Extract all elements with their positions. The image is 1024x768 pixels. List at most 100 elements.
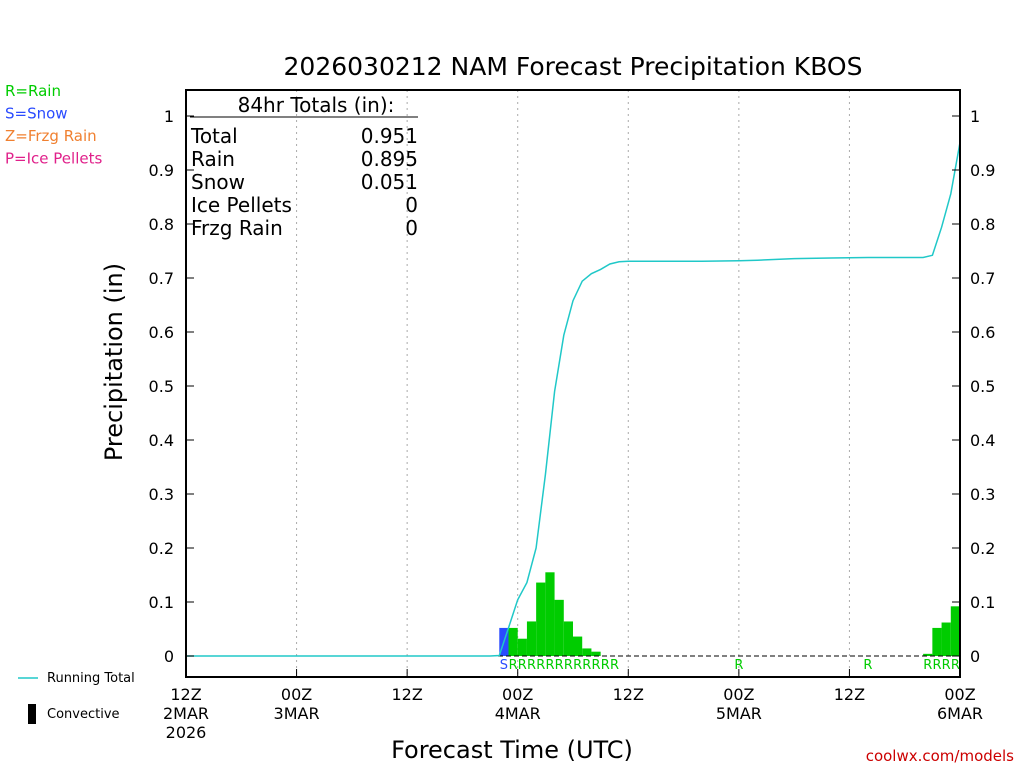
running-total-line bbox=[186, 142, 961, 657]
y-tick-label-right: 0.3 bbox=[970, 485, 995, 504]
running-total-series bbox=[186, 142, 961, 657]
ptype-marker: R bbox=[610, 658, 619, 673]
totals-label: Rain bbox=[191, 147, 235, 171]
x-tick-label: 00Z bbox=[944, 685, 975, 704]
ptype-marker: R bbox=[518, 658, 527, 673]
totals-label: Frzg Rain bbox=[191, 216, 283, 240]
x-tick-label: 4MAR bbox=[495, 704, 541, 723]
y-tick-label-left: 1 bbox=[164, 107, 174, 126]
plot-frame bbox=[185, 89, 961, 678]
totals-heading: 84hr Totals (in): bbox=[238, 93, 395, 117]
x-tick-label: 00Z bbox=[281, 685, 312, 704]
x-tick-label: 2026 bbox=[166, 723, 207, 742]
y-tick-label-left: 0.9 bbox=[149, 161, 174, 180]
x-axis-title: Forecast Time (UTC) bbox=[391, 736, 633, 764]
ptype-marker: R bbox=[536, 658, 545, 673]
totals-value: 0.895 bbox=[361, 147, 418, 171]
ptype-marker: R bbox=[592, 658, 601, 673]
ptype-marker: R bbox=[555, 658, 564, 673]
ptype-marker: R bbox=[951, 658, 960, 673]
y-axis-title: Precipitation (in) bbox=[100, 263, 128, 461]
rain-bar bbox=[563, 621, 573, 656]
totals-value: 0 bbox=[405, 193, 418, 217]
y-tick-label-left: 0 bbox=[164, 647, 174, 666]
rain-bar bbox=[536, 582, 546, 656]
x-tick-label: 6MAR bbox=[937, 704, 983, 723]
ptype-legend-item: Z=Frzg Rain bbox=[5, 127, 97, 145]
totals-label: Total bbox=[190, 124, 238, 148]
ptype-marker: R bbox=[527, 658, 536, 673]
ptype-marker: R bbox=[582, 658, 591, 673]
credit-text: coolwx.com/models bbox=[866, 747, 1014, 765]
y-tick-label-left: 0.4 bbox=[149, 431, 174, 450]
ptype-legend-item: P=Ice Pellets bbox=[5, 150, 102, 168]
y-tick-label-right: 0 bbox=[970, 647, 980, 666]
line-legend-label: Convective bbox=[47, 707, 120, 722]
y-tick-label-right: 0.1 bbox=[970, 593, 995, 612]
legend: R=Rain S=Snow Z=Frzg Rain P=Ice Pellets Runn… bbox=[5, 82, 135, 724]
totals-value: 0 bbox=[405, 216, 418, 240]
x-tick-label: 00Z bbox=[502, 685, 533, 704]
ptype-marker: R bbox=[923, 658, 932, 673]
ptype-legend-item: R=Rain bbox=[5, 82, 61, 100]
x-tick-label: 5MAR bbox=[716, 704, 762, 723]
y-tick-label-left: 0.8 bbox=[149, 215, 174, 234]
ptype-marker: S bbox=[500, 658, 508, 673]
x-tick-label: 12Z bbox=[613, 685, 644, 704]
y-tick-label-left: 0.6 bbox=[149, 323, 174, 342]
y-tick-label-right: 0.4 bbox=[970, 431, 995, 450]
y-tick-label-right: 0.8 bbox=[970, 215, 995, 234]
totals-value: 0.951 bbox=[361, 124, 418, 148]
y-tick-label-left: 0.3 bbox=[149, 485, 174, 504]
rain-bar bbox=[526, 621, 537, 656]
x-tick-label: 12Z bbox=[834, 685, 865, 704]
ptype-marker: R bbox=[601, 658, 610, 673]
rain-bar bbox=[950, 606, 960, 656]
rain-bar bbox=[508, 627, 518, 656]
y-tick-label-right: 0.2 bbox=[970, 539, 995, 558]
y-tick-label-right: 0.5 bbox=[970, 377, 995, 396]
rain-bar bbox=[554, 599, 564, 656]
grid-lines bbox=[296, 90, 850, 677]
ptype-legend-item: S=Snow bbox=[5, 105, 68, 123]
y-tick-label-right: 0.6 bbox=[970, 323, 995, 342]
chart-title: 2026030212 NAM Forecast Precipitation KB… bbox=[284, 52, 863, 81]
line-legend-label: Running Total bbox=[47, 671, 135, 686]
y-tick-label-right: 1 bbox=[970, 107, 980, 126]
ptype-marker: R bbox=[509, 658, 518, 673]
y-tick-label-left: 0.7 bbox=[149, 269, 174, 288]
ptype-marker: R bbox=[863, 658, 872, 673]
rain-bar bbox=[932, 627, 942, 656]
ptype-marker: R bbox=[545, 658, 554, 673]
totals-value: 0.051 bbox=[361, 170, 418, 194]
ptype-marker: R bbox=[564, 658, 573, 673]
rain-bar bbox=[545, 572, 555, 656]
totals-label: Ice Pellets bbox=[191, 193, 292, 217]
rain-bar bbox=[517, 638, 527, 656]
y-tick-label-left: 0.2 bbox=[149, 539, 174, 558]
y-tick-label-left: 0.1 bbox=[149, 593, 174, 612]
y-tick-label-right: 0.7 bbox=[970, 269, 995, 288]
x-tick-label: 3MAR bbox=[274, 704, 320, 723]
ptype-marker: R bbox=[573, 658, 582, 673]
y-tick-label-left: 0.5 bbox=[149, 377, 174, 396]
rain-bar bbox=[923, 653, 933, 656]
ptype-marker: R bbox=[942, 658, 951, 673]
rain-bar bbox=[591, 651, 601, 656]
ptype-marker: R bbox=[734, 658, 743, 673]
rain-bar bbox=[941, 622, 951, 656]
rain-bar bbox=[573, 636, 583, 656]
totals-label: Snow bbox=[191, 170, 245, 194]
totals-box: 84hr Totals (in):Total 0.951 Rain 0.895 Snow… bbox=[190, 93, 418, 240]
rain-bar bbox=[582, 648, 592, 656]
precip-bars bbox=[499, 572, 960, 656]
x-tick-label: 12Z bbox=[170, 685, 201, 704]
y-tick-label-right: 0.9 bbox=[970, 161, 995, 180]
x-tick-label: 2MAR bbox=[163, 704, 209, 723]
x-tick-label: 00Z bbox=[723, 685, 754, 704]
ptype-marker: R bbox=[932, 658, 941, 673]
convective-legend-swatch bbox=[28, 704, 36, 724]
